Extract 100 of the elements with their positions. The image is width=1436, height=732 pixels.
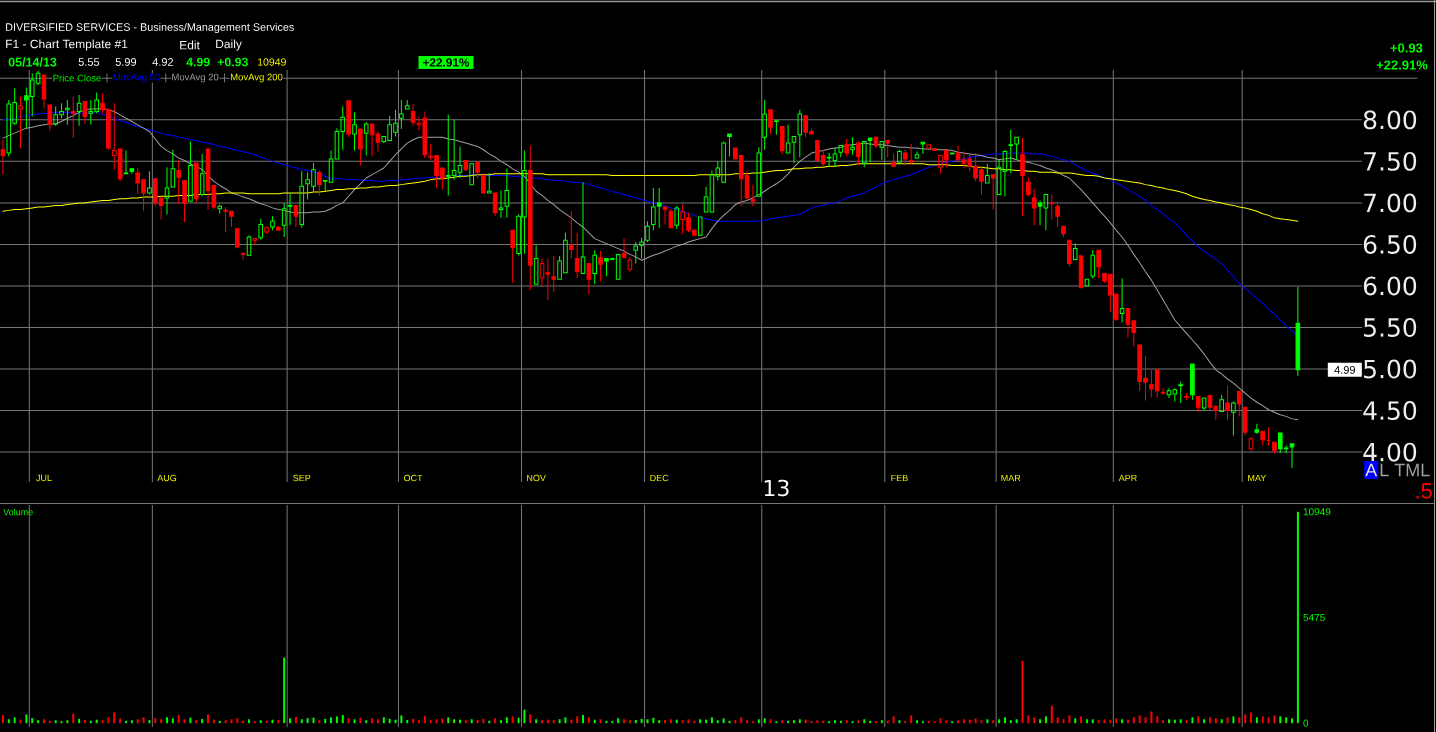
candlestick bbox=[1266, 426, 1271, 446]
bar bbox=[1109, 720, 1112, 724]
x-tick-label: MAY bbox=[1248, 474, 1267, 482]
bar bbox=[658, 720, 661, 724]
candlestick bbox=[838, 145, 844, 158]
chart-subtitle: DIVERSIFIED SERVICES - Business/Management Services bbox=[6, 22, 294, 34]
bar bbox=[476, 720, 479, 724]
bar bbox=[669, 719, 672, 724]
bar bbox=[1255, 717, 1258, 724]
bar bbox=[470, 719, 473, 724]
bar bbox=[1009, 720, 1012, 724]
bar bbox=[646, 719, 649, 724]
candlestick bbox=[920, 141, 926, 155]
candlestick bbox=[404, 99, 410, 110]
text: +22.91% bbox=[1376, 60, 1428, 70]
bar bbox=[136, 719, 139, 724]
bar bbox=[25, 714, 28, 724]
candlestick bbox=[481, 172, 486, 194]
bar bbox=[1027, 715, 1030, 724]
x-tick-label: JUL bbox=[36, 474, 52, 482]
bar bbox=[1097, 720, 1100, 724]
bar bbox=[833, 720, 836, 724]
bar bbox=[230, 719, 233, 724]
bar bbox=[306, 718, 309, 724]
y-tick-label: 4.50 bbox=[1363, 401, 1417, 421]
candlestick bbox=[492, 192, 498, 217]
x-tick-label: OCT bbox=[404, 474, 423, 482]
x-tick-label: NOV bbox=[527, 474, 546, 482]
bar bbox=[1080, 716, 1083, 724]
bar bbox=[998, 719, 1001, 724]
candlestick bbox=[1067, 239, 1072, 268]
bar bbox=[716, 720, 719, 724]
candlestick bbox=[1248, 436, 1254, 452]
y-tick-label: 5.00 bbox=[1364, 359, 1417, 379]
candlestick bbox=[70, 96, 76, 139]
bar bbox=[376, 719, 379, 724]
candlestick bbox=[1236, 390, 1242, 417]
candlestick bbox=[891, 153, 896, 167]
candlestick bbox=[867, 137, 873, 163]
bar bbox=[1214, 718, 1217, 724]
bar bbox=[558, 719, 561, 724]
bar bbox=[1244, 714, 1247, 724]
bar bbox=[552, 720, 555, 724]
bar bbox=[101, 720, 104, 724]
bar bbox=[1232, 716, 1235, 724]
candlestick bbox=[258, 218, 264, 240]
bar bbox=[1015, 719, 1018, 724]
text: A bbox=[1365, 463, 1378, 477]
candlestick bbox=[779, 125, 785, 155]
bar bbox=[277, 720, 280, 724]
bar bbox=[857, 720, 860, 724]
bar bbox=[294, 716, 297, 724]
candlestick bbox=[352, 111, 357, 152]
candlestick bbox=[410, 103, 416, 127]
bar bbox=[740, 717, 743, 724]
y-tick-label: 7.50 bbox=[1364, 151, 1417, 171]
bar bbox=[1279, 716, 1282, 724]
bar bbox=[429, 720, 432, 724]
candlestick bbox=[1084, 278, 1090, 287]
candlestick bbox=[469, 163, 474, 186]
candlestick bbox=[568, 210, 574, 260]
bar bbox=[347, 718, 350, 724]
bar bbox=[435, 719, 438, 724]
bar bbox=[113, 712, 116, 724]
bar bbox=[1191, 717, 1194, 724]
bar bbox=[687, 719, 690, 724]
candlestick bbox=[985, 163, 990, 184]
bar bbox=[957, 720, 960, 724]
candlestick bbox=[727, 133, 732, 157]
text: L TML bbox=[1380, 463, 1430, 477]
bar bbox=[1261, 716, 1264, 724]
candlestick bbox=[908, 143, 914, 166]
candlestick bbox=[363, 121, 369, 157]
bar bbox=[318, 720, 321, 724]
bar bbox=[412, 718, 415, 724]
candlestick bbox=[990, 174, 996, 211]
bar bbox=[628, 720, 631, 724]
candlestick bbox=[510, 229, 515, 284]
bar bbox=[1138, 715, 1141, 724]
x-tick-label: AUG bbox=[157, 474, 177, 482]
candlestick bbox=[264, 225, 269, 235]
candlestick bbox=[270, 215, 275, 231]
candlestick bbox=[627, 256, 633, 273]
bar bbox=[166, 717, 168, 724]
bar bbox=[757, 719, 760, 724]
candlestick bbox=[750, 184, 756, 207]
candlestick bbox=[797, 109, 803, 158]
bar bbox=[845, 720, 848, 724]
candlestick bbox=[293, 204, 299, 228]
bar bbox=[72, 713, 75, 724]
candlestick bbox=[65, 99, 70, 126]
candlestick bbox=[1160, 387, 1166, 396]
bar bbox=[1150, 711, 1153, 724]
bar bbox=[289, 718, 292, 724]
text: +0.93 bbox=[217, 57, 248, 67]
candlestick bbox=[586, 263, 592, 295]
bar bbox=[980, 720, 983, 724]
candlestick bbox=[1295, 286, 1301, 377]
bar bbox=[359, 717, 362, 724]
candlestick bbox=[176, 159, 182, 205]
